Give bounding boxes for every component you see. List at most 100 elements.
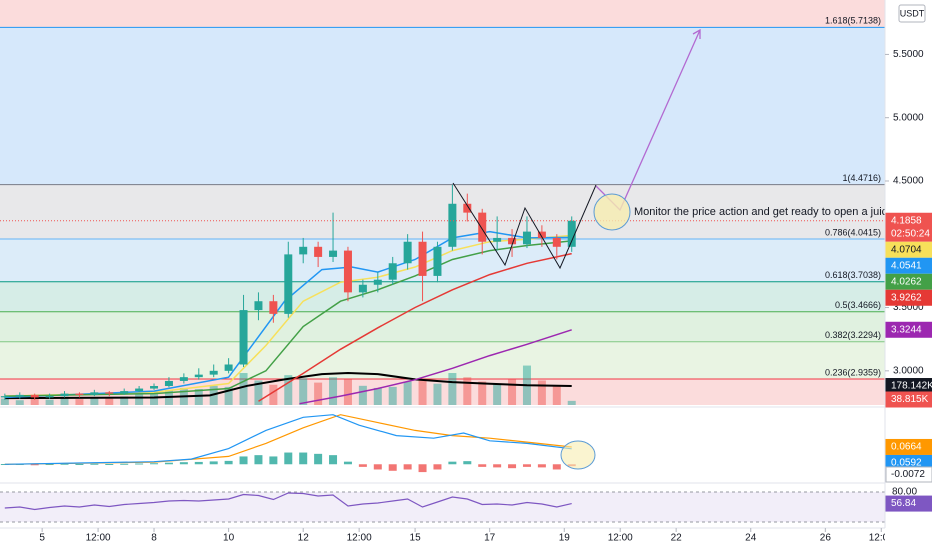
candle-body bbox=[433, 246, 442, 276]
volume-bar bbox=[403, 381, 412, 405]
rsi-band bbox=[0, 492, 885, 522]
price-tag-label: 178.142K bbox=[891, 381, 932, 392]
macd-histogram-bar bbox=[284, 452, 293, 465]
candle-body bbox=[75, 393, 84, 395]
moving-average bbox=[299, 329, 572, 405]
fib-label: 0.5(3.4666) bbox=[835, 300, 881, 310]
macd-histogram-bar bbox=[150, 463, 159, 465]
volume-bar bbox=[537, 380, 546, 405]
x-tick-label: 24 bbox=[745, 533, 757, 544]
price-tag-label: 3.3244 bbox=[891, 324, 922, 335]
macd-histogram-bar bbox=[358, 464, 367, 467]
volume-bar bbox=[269, 384, 278, 405]
volume-bar bbox=[388, 386, 397, 405]
x-tick-label: 10 bbox=[223, 533, 235, 544]
volume-bar bbox=[135, 394, 144, 405]
volume-bar bbox=[224, 386, 233, 405]
volume-bar bbox=[433, 383, 442, 405]
volume-bar bbox=[478, 381, 487, 405]
candle-body bbox=[209, 370, 218, 375]
fib-zones: 1.618(5.7138) 1(4.4716) 0.786(4.0415) 0.618… bbox=[0, 0, 885, 405]
candle-body bbox=[567, 220, 576, 247]
volume-bar bbox=[567, 400, 576, 405]
macd-histogram-bar bbox=[45, 464, 54, 466]
candle-body bbox=[478, 212, 487, 242]
y-tick-label: 5.0000 bbox=[893, 112, 924, 123]
fib-label: 1.618(5.7138) bbox=[825, 16, 881, 26]
macd-histogram-bar bbox=[299, 452, 308, 465]
volume-bar bbox=[358, 385, 367, 405]
fib-zone bbox=[0, 27, 885, 185]
volume-bar bbox=[15, 400, 24, 405]
pattern-drawing bbox=[452, 182, 597, 270]
candle-body bbox=[418, 241, 427, 276]
macd-histogram-bar bbox=[493, 464, 502, 468]
candle-body bbox=[299, 246, 308, 255]
price-tag bbox=[885, 321, 932, 338]
volume-bar bbox=[343, 379, 352, 405]
candle-body bbox=[45, 396, 54, 398]
volume-bar bbox=[105, 398, 114, 405]
x-tick-label: 12:00 bbox=[86, 533, 111, 544]
drawings: Monitor the price action and get ready t… bbox=[452, 28, 920, 470]
volume-bar bbox=[299, 378, 308, 405]
macd-histogram-bar bbox=[448, 461, 457, 465]
volume-bar bbox=[493, 383, 502, 405]
candle-body bbox=[508, 237, 517, 245]
macd-histogram-bar bbox=[552, 464, 561, 470]
volume-bar bbox=[329, 377, 338, 405]
pane-background bbox=[0, 408, 885, 482]
volume-bar bbox=[60, 398, 69, 405]
currency: USDT bbox=[900, 8, 925, 18]
price-tag bbox=[885, 212, 932, 242]
price-tag-label: 0.0664 bbox=[891, 442, 922, 453]
y-tick-label: 3.5000 bbox=[893, 302, 924, 313]
volume-bar bbox=[418, 378, 427, 405]
price-tag-label: 38.815K bbox=[891, 394, 929, 405]
macd-histogram-bar bbox=[508, 464, 517, 469]
candle-body bbox=[15, 394, 24, 397]
price-tag-label: 4.0262 bbox=[891, 276, 922, 287]
candle-body bbox=[239, 310, 248, 365]
volume-bar bbox=[0, 398, 9, 405]
x-tick-label: 12:00 bbox=[869, 533, 894, 544]
macd-histogram-bar bbox=[30, 464, 39, 466]
fib-label: 0.618(3.7038) bbox=[825, 270, 881, 280]
candle-body bbox=[254, 301, 263, 311]
candle-body bbox=[150, 386, 159, 389]
macd-histogram-bar bbox=[224, 460, 233, 465]
volume-bar bbox=[150, 392, 159, 405]
highlight-circle bbox=[593, 193, 631, 231]
macd-histogram-bar bbox=[209, 461, 218, 465]
candle-body bbox=[343, 250, 352, 293]
price-tag bbox=[885, 466, 932, 483]
candle-body bbox=[284, 254, 293, 314]
candle-body bbox=[135, 388, 144, 392]
candle-body bbox=[493, 237, 502, 242]
macd-histogram-bar bbox=[418, 464, 427, 473]
macd-histogram-bar bbox=[314, 453, 323, 465]
candle-body bbox=[164, 380, 173, 387]
candle-body bbox=[522, 231, 531, 245]
macd-histogram-bar bbox=[269, 456, 278, 465]
pane-background bbox=[0, 484, 885, 527]
volume-bar bbox=[448, 373, 457, 405]
price-tag bbox=[885, 391, 932, 408]
candle-body bbox=[90, 392, 99, 395]
x-tick-label: 26 bbox=[820, 533, 832, 544]
price-tag-label: 4.0704 bbox=[891, 244, 922, 255]
x-tick-label: 12:00 bbox=[347, 533, 372, 544]
rsi-line bbox=[4, 492, 572, 511]
fib-label: 0.236(2.9359) bbox=[825, 367, 881, 377]
macd-histogram-bar bbox=[433, 464, 442, 470]
candle-body bbox=[60, 393, 69, 397]
volume-bar bbox=[314, 382, 323, 405]
volume-bar bbox=[194, 389, 203, 405]
macd-histogram-bar bbox=[478, 464, 487, 467]
volume-bar bbox=[30, 397, 39, 405]
candle-body bbox=[552, 237, 561, 247]
macd-histogram-bar bbox=[164, 462, 173, 465]
candle-body bbox=[224, 364, 233, 371]
macd-histogram-bar bbox=[403, 464, 412, 470]
